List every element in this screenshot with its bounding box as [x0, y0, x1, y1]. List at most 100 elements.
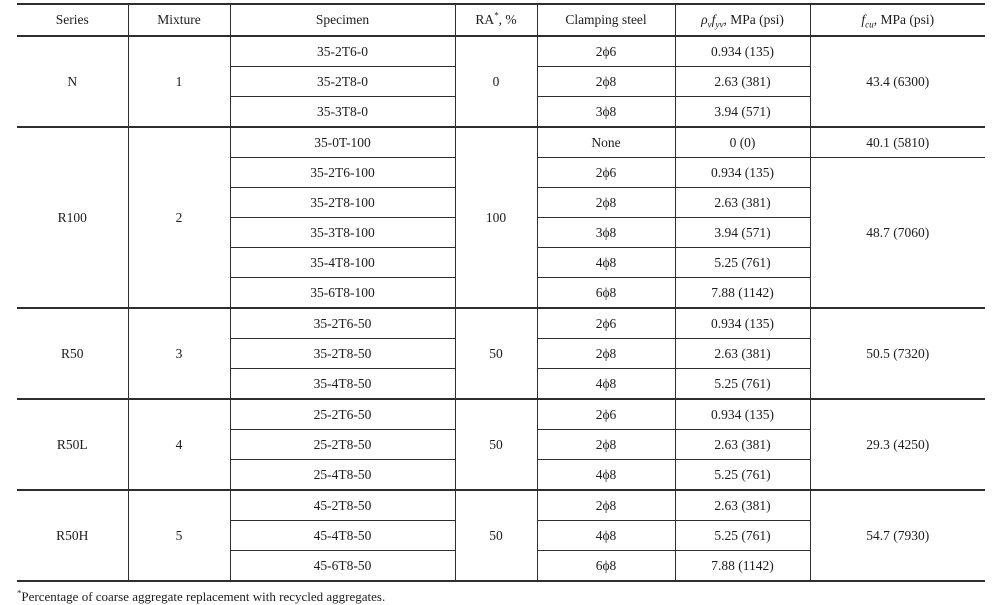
cell-rho-fyv: 0.934 (135): [674, 398, 811, 430]
table-row: R100 2 35-0T-100 100 None 0 (0) 40.1 (58…: [17, 126, 985, 309]
table-row: 35-4T8-100 4ϕ8 5.25 (761): [17, 247, 985, 278]
cell-fcu: 40.1 (5810): [809, 126, 985, 158]
rho-symbol: ρ: [701, 12, 708, 28]
cell-clamping: 6ϕ8: [536, 550, 676, 582]
cell-rho-fyv: 2.63 (381): [674, 429, 811, 460]
cell-fcu: 48.7 (7060): [809, 157, 985, 309]
cell-clamping: 4ϕ8: [536, 368, 676, 400]
cell-rho-fyv: 0 (0): [674, 126, 811, 158]
cell-rho-fyv: 5.25 (761): [674, 368, 811, 400]
cell-clamping: 2ϕ6: [536, 307, 676, 339]
rho-fyv-unit: , MPa (psi): [723, 12, 784, 28]
cell-mixture: 1: [127, 35, 231, 128]
cell-specimen: 35-3T8-100: [229, 217, 456, 248]
cell-rho-fyv: 0.934 (135): [674, 35, 811, 67]
cell-clamping: 2ϕ8: [536, 338, 676, 369]
header-cell-ra: RA*, %: [454, 3, 538, 37]
specimen-parameters-table-wrapper: Series Mixture Specimen RA*, % Clamping …: [17, 3, 992, 582]
cell-fcu: 54.7 (7930): [809, 489, 985, 582]
cell-clamping: 3ϕ8: [536, 217, 676, 248]
cell-ra: 50: [454, 307, 538, 400]
header-cell-mixture: Mixture: [127, 3, 231, 37]
table-row: 35-3T8-0 3ϕ8 3.94 (571): [17, 96, 985, 128]
cell-series: R50L: [17, 398, 129, 491]
header-cell-clamping-steel: Clamping steel: [536, 3, 676, 37]
footnote: *Percentage of coarse aggregate replacem…: [17, 588, 992, 605]
table-row: 35-6T8-100 6ϕ8 7.88 (1142): [17, 277, 985, 309]
cell-clamping: 2ϕ8: [536, 429, 676, 460]
cell-clamping: 2ϕ8: [536, 66, 676, 97]
cell-specimen: 35-4T8-100: [229, 247, 456, 278]
cell-rho-fyv: 5.25 (761): [674, 520, 811, 551]
cell-mixture: 2: [127, 126, 231, 309]
cell-rho-fyv: 0.934 (135): [674, 307, 811, 339]
header-cell-specimen: Specimen: [229, 3, 456, 37]
cell-rho-fyv: 3.94 (571): [674, 96, 811, 128]
cell-mixture: 5: [127, 489, 231, 582]
cell-specimen: 25-2T8-50: [229, 429, 456, 460]
header-row: Series Mixture Specimen RA*, % Clamping …: [17, 3, 985, 37]
table-row: 35-3T8-100 3ϕ8 3.94 (571): [17, 217, 985, 248]
cell-rho-fyv: 2.63 (381): [674, 338, 811, 369]
cell-fcu: 43.4 (6300): [809, 35, 985, 128]
ra-unit: , %: [498, 12, 517, 28]
cell-specimen: 35-2T8-50: [229, 338, 456, 369]
header-cell-fcu: fcu, MPa (psi): [809, 3, 985, 37]
cell-specimen: 35-2T6-100: [229, 157, 456, 188]
cell-mixture: 4: [127, 398, 231, 491]
cell-specimen: 35-2T8-100: [229, 187, 456, 218]
table-row: 35-2T8-50 2ϕ8 2.63 (381): [17, 338, 985, 369]
fcu-unit: , MPa (psi): [873, 12, 935, 28]
cell-specimen: 35-2T6-0: [229, 35, 456, 67]
cell-clamping: 3ϕ8: [536, 96, 676, 128]
table-row: 35-2T6-100 2ϕ6 0.934 (135) 48.7 (7060): [17, 157, 985, 309]
cell-ra: 50: [454, 398, 538, 491]
cell-rho-fyv: 5.25 (761): [674, 459, 811, 491]
cell-rho-fyv: 3.94 (571): [674, 217, 811, 248]
cell-fcu: 50.5 (7320): [809, 307, 985, 400]
cell-rho-fyv: 7.88 (1142): [674, 277, 811, 309]
cell-specimen: 25-4T8-50: [229, 459, 456, 491]
cell-ra: 0: [454, 35, 538, 128]
cell-rho-fyv: 2.63 (381): [674, 489, 811, 521]
cell-rho-fyv: 2.63 (381): [674, 66, 811, 97]
cell-ra: 100: [454, 126, 538, 309]
table-row: 45-4T8-50 4ϕ8 5.25 (761): [17, 520, 985, 551]
header-cell-series: Series: [17, 3, 129, 37]
cell-series: R100: [17, 126, 129, 309]
cell-series: N: [17, 35, 129, 128]
cell-series: R50: [17, 307, 129, 400]
table-row: 35-4T8-50 4ϕ8 5.25 (761): [17, 368, 985, 400]
cell-ra: 50: [454, 489, 538, 582]
cell-specimen: 45-6T8-50: [229, 550, 456, 582]
table-row: R50H 5 45-2T8-50 50 2ϕ8 2.63 (381) 54.7 …: [17, 489, 985, 582]
cell-specimen: 35-2T6-50: [229, 307, 456, 339]
cell-series: R50H: [17, 489, 129, 582]
cell-clamping: 2ϕ6: [536, 157, 676, 188]
cell-rho-fyv: 7.88 (1142): [674, 550, 811, 582]
cell-specimen: 35-4T8-50: [229, 368, 456, 400]
cell-specimen: 35-6T8-100: [229, 277, 456, 309]
cell-specimen: 45-4T8-50: [229, 520, 456, 551]
cell-fcu: 29.3 (4250): [809, 398, 985, 491]
table-row: R50 3 35-2T6-50 50 2ϕ6 0.934 (135) 50.5 …: [17, 307, 985, 400]
cell-rho-fyv: 0.934 (135): [674, 157, 811, 188]
fcu-subscript: cu: [865, 19, 874, 30]
table-row: 25-2T8-50 2ϕ8 2.63 (381): [17, 429, 985, 460]
cell-clamping: 4ϕ8: [536, 520, 676, 551]
cell-mixture: 3: [127, 307, 231, 400]
cell-specimen: 35-2T8-0: [229, 66, 456, 97]
fyv-subscript: yv: [715, 19, 724, 30]
cell-clamping: 2ϕ8: [536, 489, 676, 521]
fyv-symbol: f: [711, 12, 716, 28]
cell-clamping: 2ϕ8: [536, 187, 676, 218]
cell-clamping: 4ϕ8: [536, 459, 676, 491]
fcu-symbol: f: [861, 12, 866, 28]
cell-clamping: 6ϕ8: [536, 277, 676, 309]
specimen-parameters-table: Series Mixture Specimen RA*, % Clamping …: [17, 3, 985, 582]
table-row: 35-2T8-100 2ϕ8 2.63 (381): [17, 187, 985, 218]
footnote-text: Percentage of coarse aggregate replaceme…: [21, 589, 386, 604]
table-row: 45-6T8-50 6ϕ8 7.88 (1142): [17, 550, 985, 582]
cell-clamping: 2ϕ6: [536, 398, 676, 430]
cell-specimen: 25-2T6-50: [229, 398, 456, 430]
